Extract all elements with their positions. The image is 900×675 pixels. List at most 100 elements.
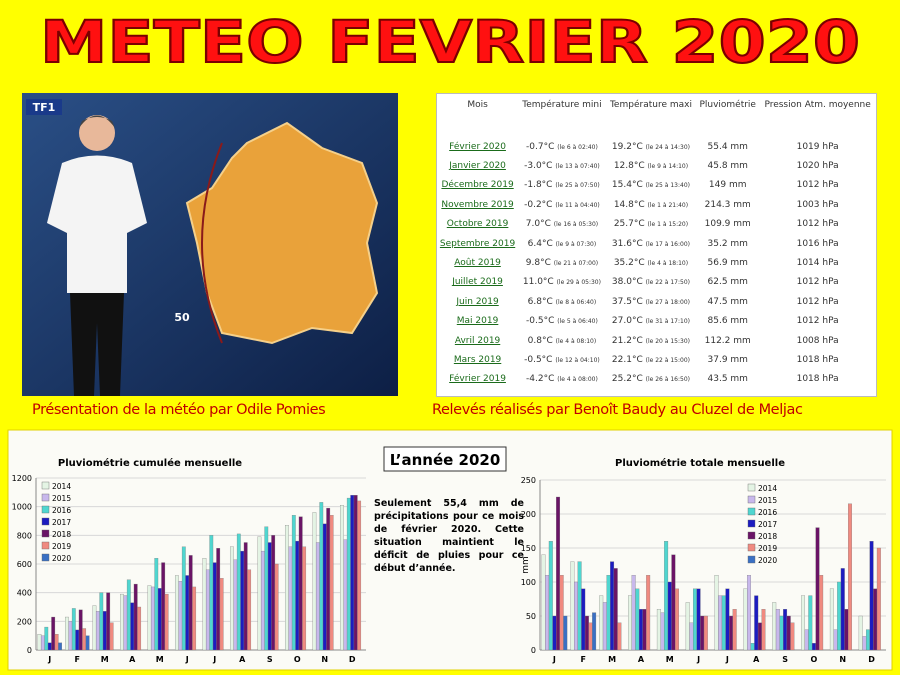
- cell-value: 1012 hPa: [796, 180, 839, 191]
- month-link[interactable]: Juin 2019: [456, 296, 499, 307]
- x-tick-label: J: [212, 655, 216, 664]
- cell-value: 37.9 mm: [707, 354, 748, 365]
- bar: [873, 588, 878, 651]
- cell-detail: (le 4 à 08:10): [555, 337, 597, 345]
- logo-box: [26, 99, 62, 115]
- month-link[interactable]: Juillet 2019: [452, 277, 503, 288]
- table-cell: Septembre 2019: [437, 234, 518, 253]
- bar: [714, 575, 719, 651]
- bar: [721, 595, 726, 651]
- legend-swatch: [41, 517, 50, 526]
- bar: [271, 535, 276, 651]
- cell-value: 56.9 mm: [707, 258, 748, 269]
- y-tick-label: 100: [521, 578, 536, 587]
- x-tick-label: S: [782, 655, 788, 664]
- bar: [761, 609, 766, 651]
- cell-value: 1019 hPa: [796, 141, 839, 152]
- caption-right: Relevés réalisés par Benoît Baudy au Clu…: [432, 402, 803, 418]
- month-link[interactable]: Novembre 2019: [441, 199, 514, 210]
- table-cell: 1018 hPa: [759, 370, 876, 389]
- bar: [556, 496, 561, 651]
- month-link[interactable]: Mars 2019: [453, 354, 502, 365]
- cell-detail: (le 6 à 02:40): [557, 143, 598, 151]
- table-cell: 109.9 mm: [696, 215, 759, 234]
- legend-label: 2020: [52, 554, 71, 563]
- bar: [174, 575, 179, 651]
- legend-swatch: [747, 555, 756, 564]
- cell-value: 1014 hPa: [796, 258, 839, 269]
- legend-swatch: [747, 495, 756, 504]
- bar: [288, 546, 293, 651]
- table-cell: -1.8°C (le 25 à 07:50): [518, 176, 606, 195]
- x-tick-label: N: [839, 655, 846, 664]
- bar: [357, 500, 362, 651]
- bar: [584, 615, 589, 651]
- month-link[interactable]: Janvier 2020: [449, 161, 506, 172]
- bar: [216, 548, 221, 651]
- bar: [631, 575, 636, 651]
- cell-value: 1012 hPa: [796, 296, 839, 307]
- bar: [689, 622, 694, 651]
- month-link[interactable]: Février 2019: [449, 374, 506, 385]
- table-row: Février 2019 -4.2°C (le 4 à 08:00) 25.2°C …: [437, 370, 876, 389]
- bottom-panel: [7, 429, 893, 671]
- bar: [78, 609, 83, 651]
- y-tick-label: 400: [17, 589, 32, 598]
- month-link[interactable]: Septembre 2019: [439, 238, 516, 249]
- month-link[interactable]: Octobre 2019: [446, 219, 509, 230]
- month-link[interactable]: Mai 2019: [456, 316, 499, 327]
- table-cell: Mars 2019: [437, 350, 518, 369]
- bar: [829, 588, 834, 651]
- table-cell: 35.2 mm: [696, 234, 759, 253]
- bar: [599, 595, 604, 651]
- table-cell: 35.2°C (le 4 à 18:10): [606, 253, 696, 272]
- cell-value: 55.4 mm: [707, 141, 748, 152]
- cell-value: -1.8°C: [524, 180, 553, 191]
- month-link[interactable]: Août 2019: [454, 258, 501, 269]
- cell-detail: (le 1 à 21:40): [647, 201, 689, 209]
- bar: [646, 575, 651, 651]
- month-link[interactable]: Avril 2019: [454, 335, 501, 346]
- table-cell: 25.7°C (le 1 à 15:20): [606, 215, 696, 234]
- table-cell: Février 2020: [437, 137, 518, 156]
- cell-value: 109.9 mm: [704, 219, 751, 230]
- x-tick-label: M: [101, 655, 109, 664]
- table-cell: -3.0°C (le 13 à 07:40): [518, 156, 606, 175]
- bar: [656, 609, 661, 651]
- table-cell: 31.6°C (le 17 à 16:00): [606, 234, 696, 253]
- month-link[interactable]: Février 2020: [449, 141, 506, 152]
- bar: [747, 575, 751, 651]
- cell-detail: (le 25 à 07:50): [555, 182, 600, 190]
- france-map: [185, 121, 379, 345]
- x-tick-label: A: [638, 655, 645, 664]
- presenter-pants: [70, 293, 124, 396]
- bar: [106, 592, 111, 651]
- cell-value: 14.8°C: [613, 199, 645, 210]
- legend-label: 2018: [758, 532, 777, 541]
- cell-value: 37.5°C: [611, 296, 643, 307]
- x-tick-label: F: [75, 655, 80, 664]
- cell-value: 0.8°C: [527, 335, 553, 346]
- bar: [610, 561, 615, 651]
- legend-swatch: [41, 529, 50, 538]
- table-cell: 1020 hPa: [759, 156, 876, 175]
- cell-value: 1020 hPa: [796, 161, 839, 172]
- tv-image: TF1 50: [22, 93, 398, 396]
- bar: [188, 555, 193, 651]
- legend-swatch: [41, 493, 50, 502]
- bar: [808, 595, 813, 651]
- table-cell: 12.8°C (le 9 à 14:10): [606, 156, 696, 175]
- table-body: Février 2020 -0.7°C (le 6 à 02:40) 19.2°C …: [437, 137, 876, 389]
- cell-detail: (le 1 à 15:20): [647, 221, 689, 229]
- bar: [588, 622, 593, 651]
- cell-value: 25.7°C: [613, 219, 645, 230]
- bar: [667, 581, 672, 651]
- table-row: Juillet 2019 11.0°C (le 29 à 05:30) 38.0°C…: [437, 273, 876, 292]
- bar: [58, 642, 62, 651]
- cell-detail: (le 11 à 04:40): [555, 201, 600, 209]
- legend-swatch: [747, 519, 756, 528]
- cell-value: 1016 hPa: [796, 238, 839, 249]
- x-tick-label: A: [239, 655, 246, 664]
- legend-label: 2015: [52, 494, 71, 503]
- month-link[interactable]: Décembre 2019: [441, 180, 514, 191]
